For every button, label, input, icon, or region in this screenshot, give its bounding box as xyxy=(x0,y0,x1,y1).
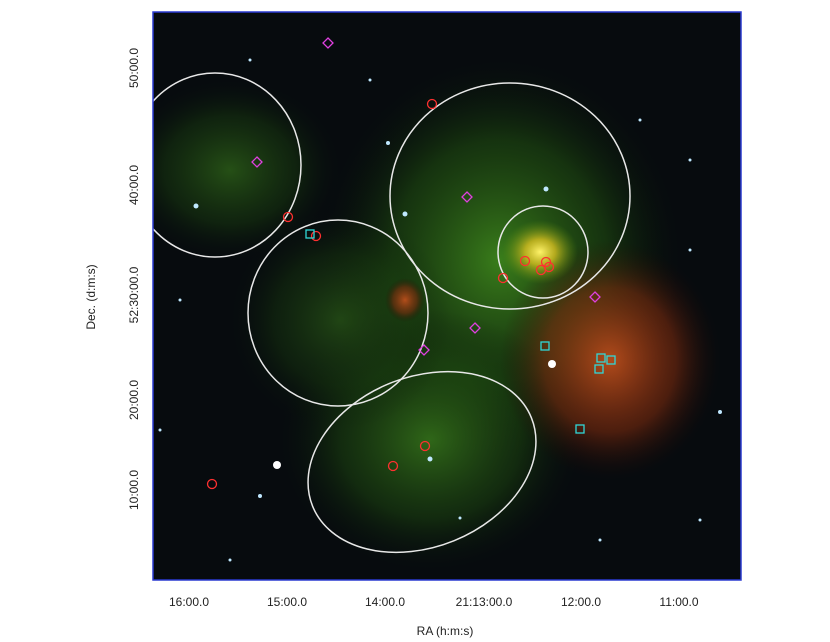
y-tick-label: 20:00.0 xyxy=(127,380,141,420)
regions xyxy=(153,72,631,554)
x-tick-labels: 16:00.0 15:00.0 14:00.0 21:13:00.0 12:00… xyxy=(169,595,699,609)
x-tick-label: 11:00.0 xyxy=(659,595,698,609)
y-tick-label: 50:00.0 xyxy=(127,48,141,88)
y-tick-label: 52:30:00.0 xyxy=(127,266,141,323)
x-tick-label: 15:00.0 xyxy=(267,595,307,609)
x-tick-label: 12:00.0 xyxy=(561,595,601,609)
magenta-sources xyxy=(251,37,601,356)
y-tick-label: 40:00.0 xyxy=(127,165,141,205)
x-tick-label: 14:00.0 xyxy=(365,595,405,609)
plot-frame xyxy=(152,11,742,581)
x-axis-title: RA (h:m:s) xyxy=(417,624,474,638)
red-sources xyxy=(206,98,555,490)
cyan-sources xyxy=(305,229,616,434)
y-axis-title: Dec. (d:m:s) xyxy=(84,264,98,329)
sky-image xyxy=(153,12,741,580)
y-tick-label: 10:00.0 xyxy=(127,470,141,510)
stars xyxy=(158,58,722,562)
x-tick-label: 16:00.0 xyxy=(169,595,209,609)
y-tick-labels: 50:00.0 40:00.0 52:30:00.0 20:00.0 10:00… xyxy=(127,48,141,510)
x-tick-label: 21:13:00.0 xyxy=(456,595,513,609)
